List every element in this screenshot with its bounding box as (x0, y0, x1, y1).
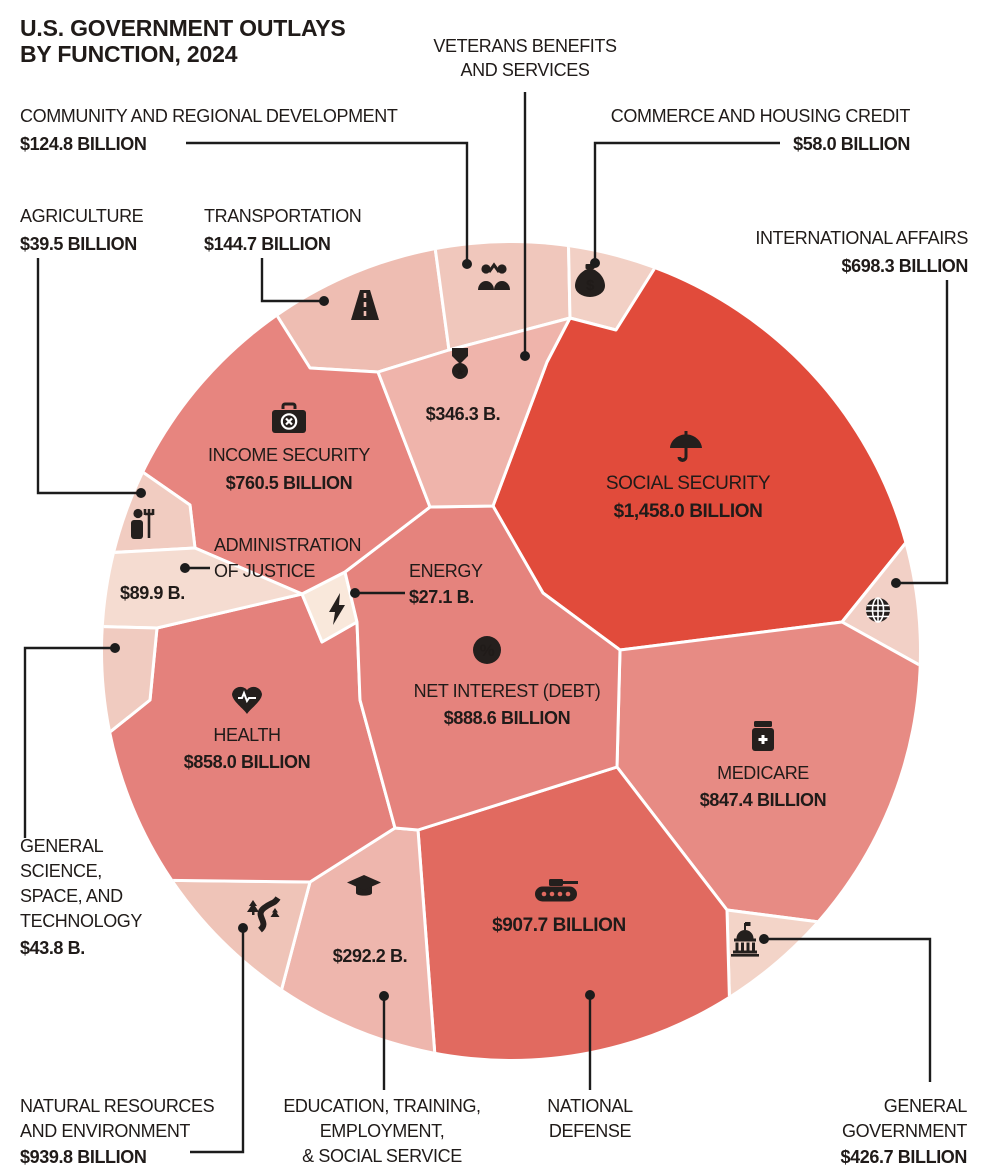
label-general-government-line1: GENERAL (884, 1096, 968, 1116)
page-title-line2: BY FUNCTION, 2024 (20, 41, 238, 67)
cell-net-interest (343, 504, 622, 832)
label-administration-of-justice-line1: ADMINISTRATION (214, 535, 361, 555)
heart-pulse-icon (232, 686, 262, 714)
treemap-cells (103, 243, 919, 1059)
leader-commerce (593, 141, 780, 261)
label-education-line2: EMPLOYMENT, (320, 1121, 445, 1141)
page-title-line1: U.S. GOVERNMENT OUTLAYS (20, 15, 346, 41)
label-general-government-line2: GOVERNMENT (842, 1121, 967, 1141)
label-natural-resources-line1: NATURAL RESOURCES (20, 1096, 215, 1116)
leader-general-science (23, 646, 112, 838)
value-general-government: $426.7 BILLION (841, 1147, 967, 1167)
cell-value-social-security: $1,458.0 BILLION (614, 501, 763, 522)
value-agriculture: $39.5 BILLION (20, 234, 137, 254)
value-transportation: $144.7 BILLION (204, 234, 330, 254)
umbrella-icon (670, 431, 702, 462)
value-international-affairs: $698.3 BILLION (842, 256, 968, 276)
cell-international-affairs (840, 517, 919, 679)
leader-agriculture (36, 258, 138, 495)
label-general-science-line2: SCIENCE, (20, 861, 102, 881)
cell-value-veterans: $346.3 B. (426, 404, 500, 424)
cell-value-administration-of-justice: $89.9 B. (120, 583, 185, 603)
label-agriculture: AGRICULTURE (20, 206, 144, 226)
label-transportation: TRANSPORTATION (204, 206, 361, 226)
label-education-line3: & SOCIAL SERVICE (302, 1146, 462, 1166)
leader-general-government (768, 937, 932, 1082)
capitol-icon (731, 922, 759, 957)
label-general-science-line4: TECHNOLOGY (20, 911, 142, 931)
svg-text:★: ★ (455, 367, 465, 379)
graduation-cap-icon (347, 875, 381, 896)
label-commerce: COMMERCE AND HOUSING CREDIT (611, 106, 911, 126)
cell-administration-of-justice (103, 546, 304, 630)
svg-text:$: $ (586, 277, 595, 294)
cell-labels: INCOME SECURITY $760.5 BILLION $346.3 B.… (120, 404, 827, 966)
label-national-defense-line2: DEFENSE (549, 1121, 632, 1141)
cell-label-social-security: SOCIAL SECURITY (606, 473, 771, 494)
callout-labels: VETERANS BENEFITS AND SERVICES COMMUNITY… (20, 36, 969, 1167)
percent-icon: % (473, 636, 501, 664)
winding-road-trees-icon (247, 896, 281, 933)
globe-icon (866, 597, 890, 623)
medicine-bottle-icon (752, 721, 774, 751)
lightning-icon (329, 593, 345, 625)
road-icon (351, 290, 379, 320)
label-natural-resources-line2: AND ENVIRONMENT (20, 1121, 190, 1141)
label-administration-of-justice-line2: OF JUSTICE (214, 561, 315, 581)
label-education-line1: EDUCATION, TRAINING, (283, 1096, 480, 1116)
leader-lines (23, 92, 949, 1154)
cell-label-medicare: MEDICARE (717, 763, 809, 783)
cell-value-income-security: $760.5 BILLION (226, 473, 352, 493)
svg-text:%: % (480, 641, 495, 660)
cell-value-medicare: $847.4 BILLION (700, 790, 826, 810)
label-community: COMMUNITY AND REGIONAL DEVELOPMENT (20, 106, 398, 126)
cell-value-health: $858.0 BILLION (184, 752, 310, 772)
cell-label-health: HEALTH (213, 725, 280, 745)
label-international-affairs: INTERNATIONAL AFFAIRS (755, 228, 968, 248)
label-veterans-line1: VETERANS BENEFITS (433, 36, 617, 56)
cell-icons: $ ★ (131, 262, 890, 957)
value-community: $124.8 BILLION (20, 134, 146, 154)
tank-icon (535, 879, 578, 902)
leader-community (186, 141, 469, 262)
cell-label-net-interest: NET INTEREST (DEBT) (414, 681, 601, 701)
leader-international-affairs (899, 280, 949, 585)
cell-label-income-security: INCOME SECURITY (208, 445, 370, 465)
value-commerce: $58.0 BILLION (793, 134, 910, 154)
cell-natural-resources (137, 878, 312, 1005)
leader-transportation (260, 258, 321, 303)
cell-veterans (376, 316, 572, 509)
label-energy: ENERGY (409, 561, 483, 581)
label-general-science-line3: SPACE, AND (20, 886, 123, 906)
value-energy: $27.1 B. (409, 587, 474, 607)
briefcase-x-icon (272, 402, 306, 433)
label-veterans-line2: AND SERVICES (461, 60, 590, 80)
value-natural-resources: $939.8 BILLION (20, 1147, 146, 1167)
label-general-science-line1: GENERAL (20, 836, 104, 856)
farmer-icon (131, 508, 155, 539)
cell-value-education: $292.2 B. (333, 946, 407, 966)
cell-general-science (103, 624, 159, 754)
people-icon (478, 262, 510, 290)
cell-value-national-defense: $907.7 BILLION (492, 915, 626, 936)
value-general-science: $43.8 B. (20, 938, 85, 958)
leader-natural-resources (190, 931, 245, 1154)
label-national-defense-line1: NATIONAL (547, 1096, 633, 1116)
medal-icon: ★ (452, 348, 468, 379)
cell-value-net-interest: $888.6 BILLION (444, 708, 570, 728)
